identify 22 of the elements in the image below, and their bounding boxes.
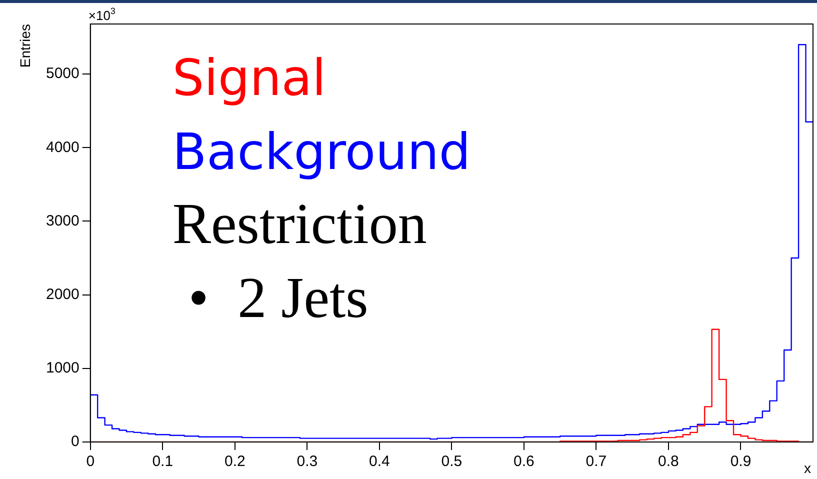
y-tick-label: 2000	[46, 286, 80, 303]
annotation: • 2 Jets	[188, 265, 368, 330]
x-tick-label: 0.8	[658, 453, 679, 470]
x-tick-label: 0.2	[224, 453, 246, 470]
y-tick-label: 5000	[46, 65, 80, 82]
x-tick-label: 0	[86, 453, 95, 470]
y-axis-title: Entries	[16, 24, 33, 68]
text: Background	[172, 122, 471, 181]
y-tick-label: 4000	[46, 138, 80, 156]
x-tick-label: 0.7	[586, 453, 607, 470]
x-tick-label: 0.9	[730, 453, 752, 470]
x-tick-label: 0.1	[152, 453, 174, 470]
x-tick-label: 0.4	[368, 453, 390, 470]
y-tick-label: 0	[71, 433, 80, 450]
y-tick-label: 3000	[46, 212, 80, 230]
x-tick-label: 0.5	[441, 453, 462, 470]
x-axis-title: x	[804, 460, 811, 476]
text: Signal	[172, 48, 326, 107]
annotation: Restriction	[172, 191, 427, 256]
x-tick-label: 0.3	[296, 453, 318, 470]
y-tick-label: 1000	[46, 360, 80, 377]
x-tick-label: 0.6	[514, 453, 534, 470]
